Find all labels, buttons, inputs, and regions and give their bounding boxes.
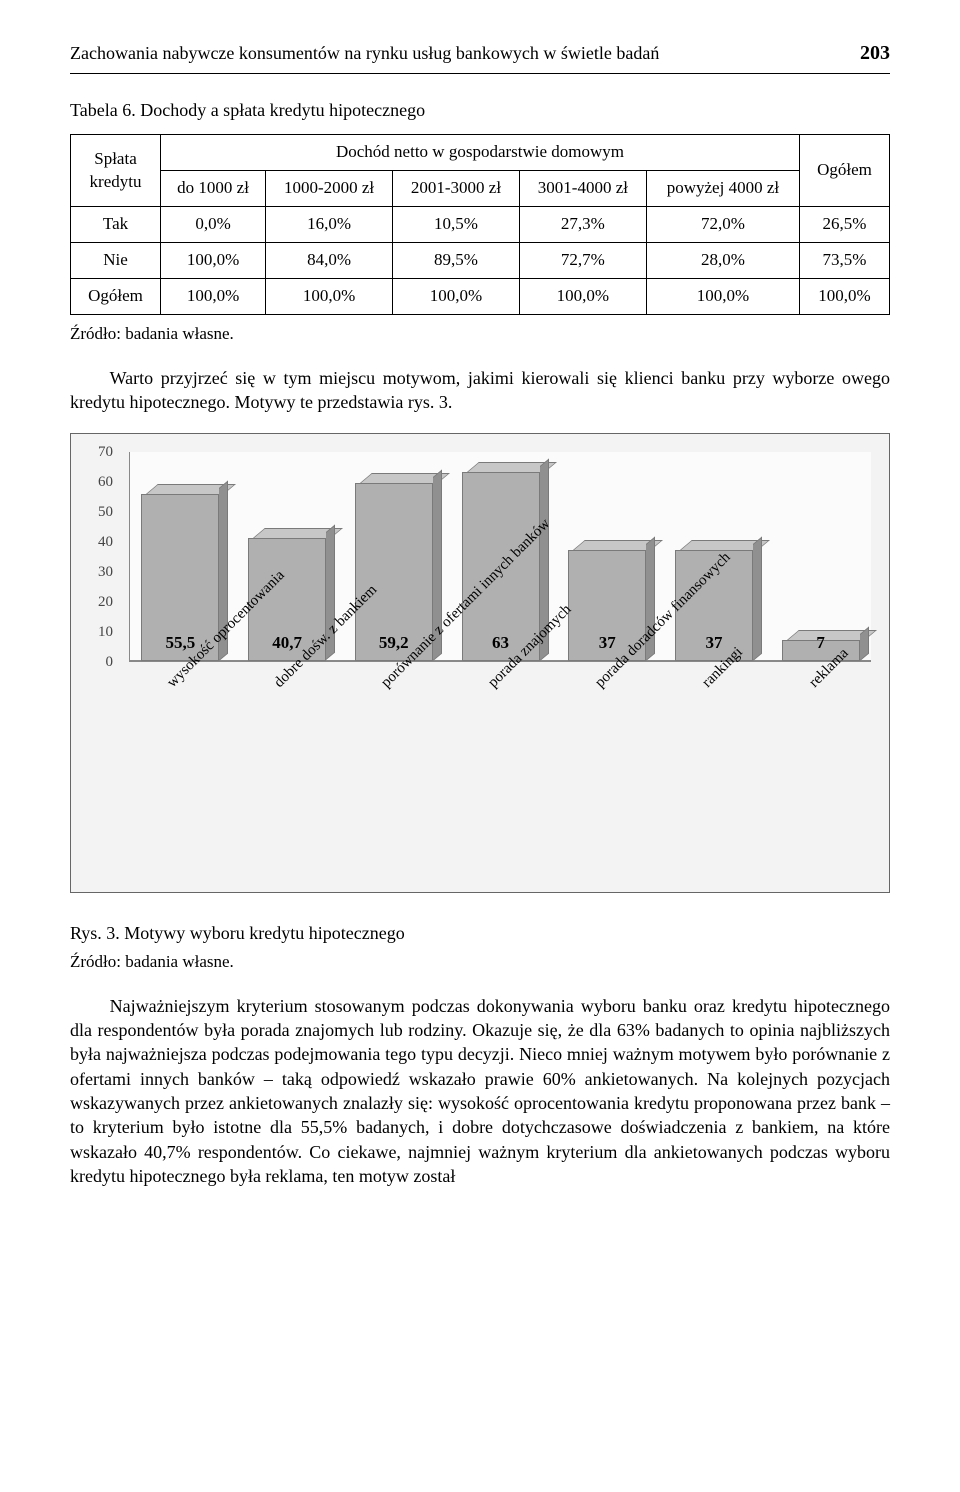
table6-cell-0-4: 72,0% [646,207,799,243]
table6-col-0: do 1000 zł [161,171,266,207]
chart-bar-label-4: 37 [599,632,616,655]
table6-cell-2-4: 100,0% [646,279,799,315]
table6-cell-1-1: 84,0% [266,243,393,279]
table6-cell-2-2: 100,0% [393,279,520,315]
chart-bar-label-6: 7 [816,632,825,655]
chart-bar-2: 59,2 [351,452,436,661]
table6-rowlabel-1: Nie [71,243,161,279]
table6-cell-1-2: 89,5% [393,243,520,279]
paragraph-1: Warto przyjrzeć się w tym miejscu motywo… [70,366,890,415]
table6-caption: Tabela 6. Dochody a spłata kredytu hipot… [70,98,890,122]
table6-cell-0-2: 10,5% [393,207,520,243]
chart-ytick-6: 10 [98,621,113,641]
table6-cell-1-4: 28,0% [646,243,799,279]
table6-total-header: Ogółem [800,135,890,207]
table6: Spłata kredytu Dochód netto w gospodarst… [70,134,890,315]
chart-ytick-0: 70 [98,441,113,461]
chart-bar-label-3: 63 [492,632,509,655]
table6-cell-2-0: 100,0% [161,279,266,315]
chart-ytick-7: 0 [106,651,114,671]
table6-col-2: 2001-3000 zł [393,171,520,207]
table6-col-3: 3001-4000 zł [519,171,646,207]
table6-cell-2-3: 100,0% [519,279,646,315]
chart-yaxis: 706050403020100 [77,452,117,662]
table6-cell-0-0: 0,0% [161,207,266,243]
chart-bar-0: 55,5 [138,452,223,661]
chart-ytick-5: 20 [98,591,113,611]
table6-superheader: Dochód netto w gospodarstwie domowym [161,135,800,171]
table6-col-4: powyżej 4000 zł [646,171,799,207]
running-title: Zachowania nabywcze konsumentów na rynku… [70,41,659,65]
chart-bar-6: 7 [778,452,863,661]
fig3-source: Źródło: badania własne. [70,951,890,974]
chart-xaxis: wysokość oprocentowaniadobre dośw. z ban… [129,662,871,862]
chart-xlabel-0: wysokość oprocentowania [137,666,222,862]
table6-rowheader-bottom: kredytu [79,171,152,194]
table6-rowheader-top: Spłata [79,148,152,171]
table6-cell-2-1: 100,0% [266,279,393,315]
chart-ytick-1: 60 [98,471,113,491]
table6-total-1: 73,5% [800,243,890,279]
page-number: 203 [860,40,890,67]
table6-rowlabel-2: Ogółem [71,279,161,315]
chart-bar-label-1: 40,7 [272,632,302,655]
chart-bar-label-5: 37 [705,632,722,655]
table6-cell-0-3: 27,3% [519,207,646,243]
chart-bar-label-2: 59,2 [379,632,409,655]
page-header: Zachowania nabywcze konsumentów na rynku… [70,40,890,74]
table6-source: Źródło: badania własne. [70,323,890,346]
paragraph-2: Najważniejszym kryterium stosowanym podc… [70,994,890,1188]
chart-ytick-3: 40 [98,531,113,551]
chart-bar-1: 40,7 [245,452,330,661]
table6-total-0: 26,5% [800,207,890,243]
fig3-caption: Rys. 3. Motywy wyboru kredytu hipoteczne… [70,921,890,945]
table6-cell-0-1: 16,0% [266,207,393,243]
chart-ytick-2: 50 [98,501,113,521]
table6-col-1: 1000-2000 zł [266,171,393,207]
table6-cell-1-0: 100,0% [161,243,266,279]
table6-cell-1-3: 72,7% [519,243,646,279]
table6-total-2: 100,0% [800,279,890,315]
fig3-chart: 70 60 50 40 30 20 10 0 55,5 40,7 59,2 63 37 37 7 wyso… [70,433,890,893]
chart-bar-4: 37 [565,452,650,661]
chart-ytick-4: 30 [98,561,113,581]
table6-rowlabel-0: Tak [71,207,161,243]
